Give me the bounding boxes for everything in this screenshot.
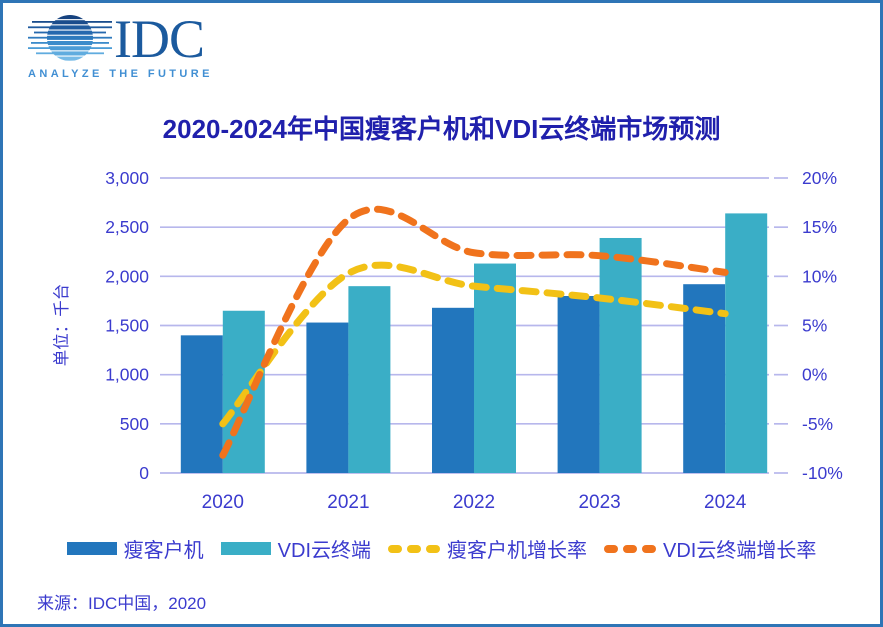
globe-icon [28,15,112,61]
thin-client-growth-dash-swatch [388,544,440,553]
bar-瘦客户机-2024 [683,284,726,473]
right-axis-tick-label: -5% [802,414,833,434]
left-axis-tick-label: 1,500 [105,316,149,336]
x-axis-label: 2020 [202,492,244,513]
vdi-growth-dash-swatch [604,544,656,553]
x-axis-label: 2024 [704,492,747,513]
bar-VDI云终端-2021 [348,286,391,473]
x-axis-label: 2023 [578,492,620,513]
idc-logo: IDC ANALYZE THE FUTURE [28,9,213,80]
idc-tagline: ANALYZE THE FUTURE [28,68,213,80]
bar-瘦客户机-2023 [557,296,600,473]
vdi-terminal-swatch [220,542,271,555]
left-axis-tick-label: 2,000 [105,266,149,286]
chart-legend: 瘦客户机 VDI云终端 瘦客户机增长率 VDI云终端增长率 [3,534,880,563]
legend-label: VDI云终端增长率 [663,540,817,562]
bar-VDI云终端-2023 [599,237,642,473]
right-axis-tick-label: 0% [802,365,827,385]
growth-line-VDI云终端增长率 [219,205,729,459]
idc-wordmark: IDC [114,9,205,69]
legend-item-thin-client: 瘦客户机 [66,534,204,563]
x-axis-label: 2021 [327,492,369,513]
chart-title: 2020-2024年中国瘦客户机和VDI云终端市场预测 [162,114,721,144]
legend-item-vdi-growth: VDI云终端增长率 [604,534,816,563]
right-axis-tick-label: -10% [802,463,843,483]
left-axis-tick-label: 0 [139,463,149,483]
combo-chart-plot: 0 -10% 500 -5% 1,000 0% 1,500 5% 2,000 10% 2,500 15… [52,168,843,513]
bar-瘦客户机-2022 [432,307,474,473]
source-note: 来源：IDC中国，2020 [37,594,207,613]
legend-label: 瘦客户机 [123,540,204,562]
bar-VDI云终端-2022 [474,263,516,473]
bar-VDI云终端-2024 [725,213,768,473]
right-axis-tick-label: 5% [802,316,827,336]
bar-瘦客户机-2021 [306,322,349,473]
right-axis-tick-label: 20% [802,168,837,188]
thin-client-swatch [66,542,117,555]
left-axis-tick-label: 500 [120,414,149,434]
left-axis-tick-label: 2,500 [105,217,149,237]
legend-item-thin-client-growth: 瘦客户机增长率 [388,534,587,563]
legend-label: 瘦客户机增长率 [447,540,587,562]
x-axis-label: 2022 [453,492,495,513]
left-axis-tick-label: 1,000 [105,365,149,385]
legend-item-vdi-terminal: VDI云终端 [220,534,371,563]
right-axis-tick-label: 15% [802,217,837,237]
bar-瘦客户机-2020 [180,335,223,473]
left-axis-tick-label: 3,000 [105,168,149,188]
growth-line-瘦客户机增长率 [219,261,729,428]
legend-label: VDI云终端 [277,540,371,562]
left-axis-title: 单位：千台 [52,284,71,367]
right-axis-tick-label: 10% [802,266,837,286]
